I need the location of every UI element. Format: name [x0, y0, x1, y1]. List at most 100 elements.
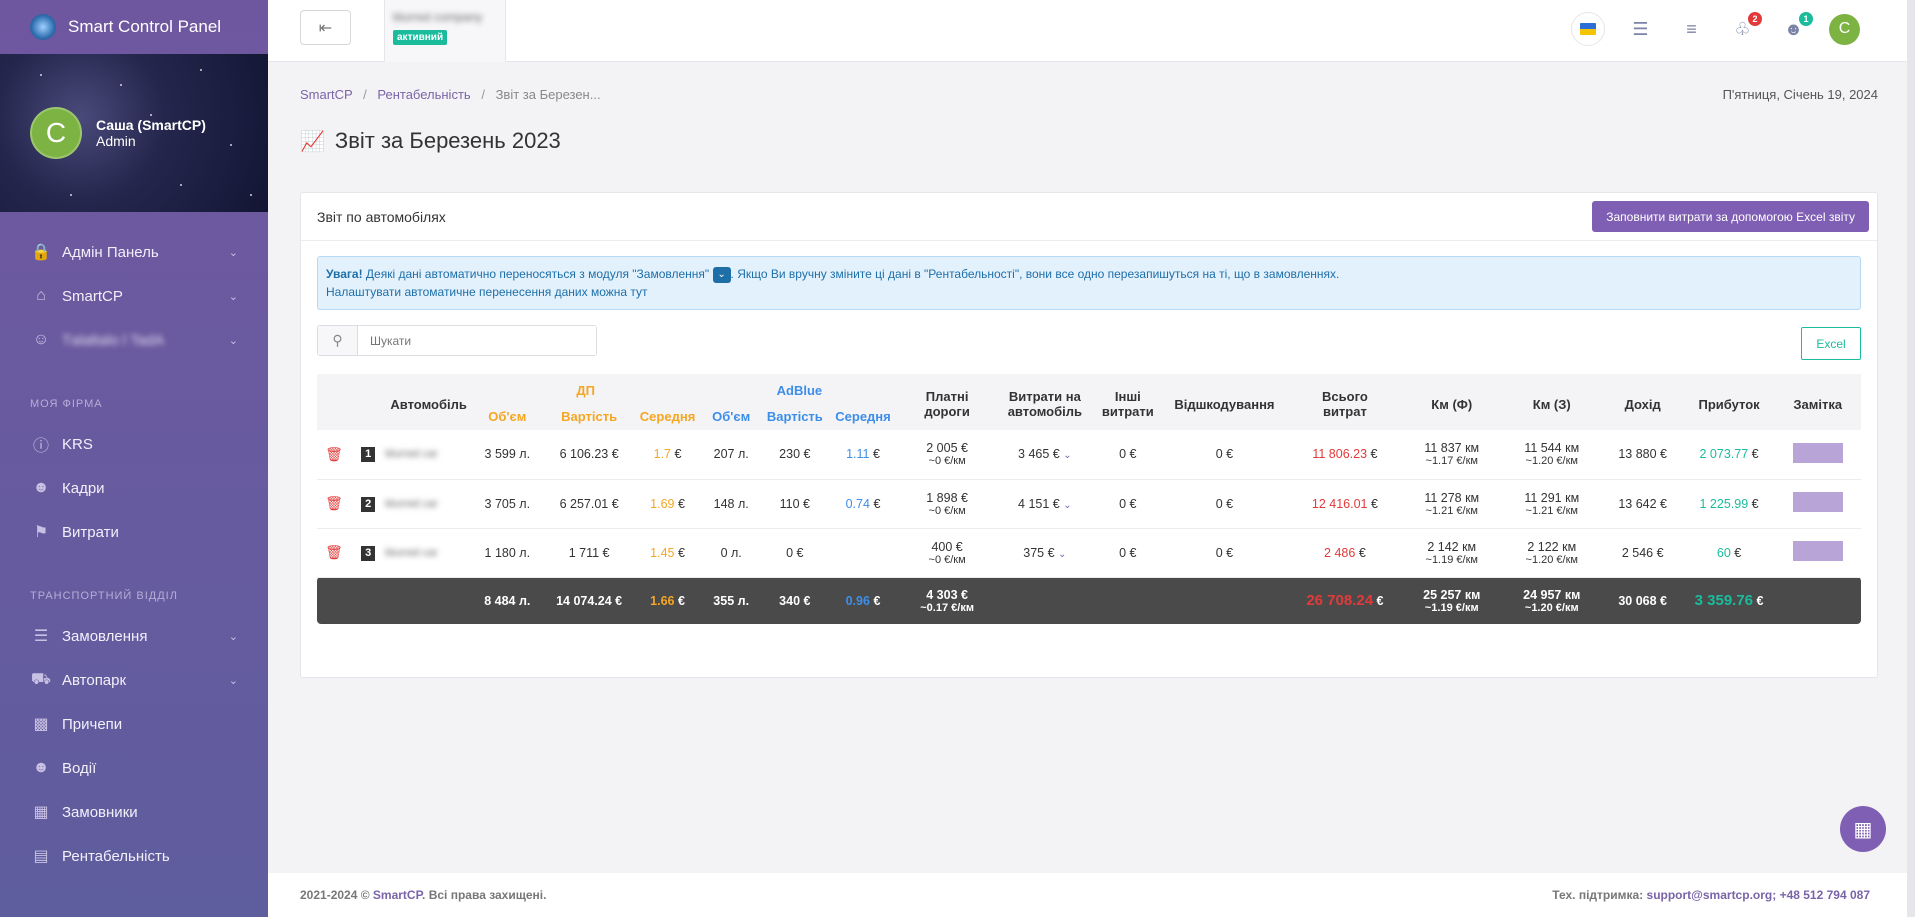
row-number: 3 — [361, 545, 376, 561]
sidebar-item-profitability[interactable]: ▤ Рентабельність — [0, 834, 268, 878]
sidebar-item-expenses[interactable]: ⚑ Витрати — [0, 510, 268, 554]
adblue-volume[interactable]: 148 л. — [699, 479, 763, 529]
dp-cost[interactable]: 6 106.23 € — [542, 430, 636, 480]
trash-icon[interactable]: 🗑 — [325, 445, 343, 462]
km-fact: 2 142 км ~1.19 €/км — [1401, 528, 1502, 578]
sidebar-item-drivers[interactable]: ☻ Водії — [0, 746, 268, 790]
sidebar-item-krs[interactable]: ⓘ KRS — [0, 422, 268, 466]
col-dp-avg[interactable]: Середня — [635, 402, 700, 430]
toll-cell[interactable]: 400 € ~0 €/км — [899, 528, 995, 578]
other-expenses[interactable]: 0 € — [1094, 528, 1161, 578]
col-adblue-volume[interactable]: Об'єм — [699, 402, 763, 430]
col-income[interactable]: Дохід — [1601, 374, 1684, 430]
profit: 1 225.99 € — [1683, 479, 1775, 529]
sidebar-item-blurred[interactable]: ☺ Tаlаltаlo l TadA ⌄ — [0, 318, 268, 362]
support-phone-link[interactable]: ; +48 512 794 087 — [1772, 888, 1870, 902]
alert-settings-link[interactable]: Налаштувати автоматичне перенесення дани… — [326, 285, 648, 299]
profile-panel: С Саша (SmartCP) Admin — [0, 54, 268, 212]
dp-cost[interactable]: 1 711 € — [542, 528, 636, 578]
sliders-icon[interactable]: ☰ — [1632, 18, 1649, 39]
col-dp-volume[interactable]: Об'єм — [472, 402, 543, 430]
trash-icon[interactable]: 🗑 — [325, 544, 343, 560]
chart-icon: ▤ — [33, 848, 49, 865]
sidebar-item-label: Водії — [62, 759, 97, 777]
sidebar-item-staff[interactable]: ☻ Кадри — [0, 466, 268, 510]
km-fact: 11 278 км ~1.21 €/км — [1401, 479, 1502, 529]
trash-icon[interactable]: 🗑 — [325, 495, 343, 511]
language-flag-icon[interactable] — [1571, 12, 1605, 46]
refund[interactable]: 0 € — [1160, 528, 1289, 578]
car-name[interactable]: blurred car — [385, 497, 438, 510]
adblue-cost[interactable]: 230 € — [763, 430, 827, 480]
scrollbar[interactable] — [1907, 0, 1915, 917]
other-expenses[interactable]: 0 € — [1094, 430, 1161, 480]
sidebar-section-transport: ТРАНСПОРТНИЙ ВІДДІЛ — [30, 590, 178, 602]
fill-from-excel-button[interactable]: Заповнити витрати за допомогою Excel зві… — [1592, 201, 1869, 232]
car-expenses-cell[interactable]: 375 € ⌄ — [994, 528, 1095, 578]
breadcrumb-parent[interactable]: Рентабельність — [377, 87, 471, 102]
dp-cost[interactable]: 6 257.01 € — [542, 479, 636, 529]
dp-volume[interactable]: 3 705 л. — [472, 479, 543, 529]
other-expenses[interactable]: 0 € — [1094, 479, 1161, 529]
km-fact: 11 837 км ~1.17 €/км — [1401, 430, 1502, 480]
chevron-down-icon[interactable]: ⌄ — [712, 266, 731, 283]
apps-grid-button[interactable]: ▦ — [1840, 806, 1886, 852]
avatar[interactable]: С — [30, 107, 82, 159]
toll-cell[interactable]: 1 898 € ~0 €/км — [899, 479, 995, 529]
sidebar-item-customers[interactable]: ▦ Замовники — [0, 790, 268, 834]
col-profit[interactable]: Прибуток — [1683, 374, 1775, 430]
company-selector[interactable]: blurred company активний — [384, 0, 506, 62]
col-other[interactable]: Інші витрати — [1094, 374, 1161, 430]
chevron-down-icon: ⌄ — [1063, 450, 1072, 462]
users-icon[interactable]: ☻ 1 — [1778, 11, 1813, 45]
breadcrumb-home[interactable]: SmartCP — [300, 87, 353, 102]
collapse-sidebar-button[interactable]: ⇤ — [300, 10, 351, 45]
sidebar-item-trailers[interactable]: ▩ Причепи — [0, 702, 268, 746]
car-name[interactable]: blurred car — [385, 546, 438, 559]
export-excel-button[interactable]: Excel — [1801, 327, 1861, 360]
note-button[interactable] — [1792, 442, 1843, 463]
adblue-cost[interactable]: 0 € — [763, 528, 827, 578]
sidebar-item-smartcp[interactable]: ⌂ SmartCP ⌄ — [0, 274, 268, 318]
adblue-volume[interactable]: 0 л. — [699, 528, 763, 578]
avatar[interactable]: С — [1829, 13, 1860, 45]
note-button[interactable] — [1792, 541, 1843, 561]
dp-volume[interactable]: 3 599 л. — [472, 430, 543, 480]
col-car-expenses[interactable]: Витрати на автомобіль — [994, 374, 1095, 430]
col-kmf[interactable]: Км (Ф) — [1401, 374, 1502, 430]
car-name[interactable]: blurred car — [385, 448, 438, 461]
refund[interactable]: 0 € — [1160, 430, 1289, 480]
col-adblue-cost[interactable]: Вартість — [763, 402, 827, 430]
bell-icon[interactable]: ♧ 2 — [1727, 11, 1762, 45]
menu-icon[interactable]: ≡ — [1686, 18, 1697, 39]
col-dp-cost[interactable]: Вартість — [542, 402, 636, 430]
sidebar-item-admin[interactable]: 🔒 Адмін Панель ⌄ — [0, 230, 268, 274]
col-refund[interactable]: Відшкодування — [1160, 374, 1289, 430]
total-expenses: 2 486 € — [1288, 528, 1402, 578]
search-input[interactable] — [358, 326, 596, 355]
col-kmz[interactable]: Км (З) — [1501, 374, 1602, 430]
support-email-link[interactable]: support@smartcp.org — [1646, 888, 1773, 902]
note-button[interactable] — [1792, 492, 1843, 512]
col-note[interactable]: Замітка — [1774, 374, 1861, 430]
col-car[interactable]: Автомобіль — [385, 374, 473, 430]
footer-brand-link[interactable]: SmartCP — [372, 888, 423, 902]
col-toll[interactable]: Платні дороги — [899, 374, 995, 430]
col-adblue-avg[interactable]: Середня — [826, 402, 900, 430]
dp-volume[interactable]: 1 180 л. — [472, 528, 543, 578]
col-total[interactable]: Всього витрат — [1288, 374, 1402, 430]
sidebar-item-label: Замовники — [62, 803, 138, 821]
dp-avg: 1.69 € — [635, 479, 700, 529]
adblue-volume[interactable]: 207 л. — [699, 430, 763, 480]
sidebar-item-label: Адмін Панель — [62, 243, 159, 261]
adblue-cost[interactable]: 110 € — [763, 479, 827, 529]
sidebar-item-orders[interactable]: ☰ Замовлення ⌄ — [0, 614, 268, 658]
sidebar-item-label: Замовлення — [62, 627, 148, 645]
sidebar-item-fleet[interactable]: ⛟ Автопарк ⌄ — [0, 658, 268, 702]
car-expenses-cell[interactable]: 3 465 € ⌄ — [994, 430, 1095, 480]
refund[interactable]: 0 € — [1160, 479, 1289, 529]
col-group-adblue: AdBlue — [699, 374, 900, 402]
toll-cell[interactable]: 2 005 € ~0 €/км — [899, 430, 995, 480]
brand[interactable]: Smart Control Panel — [0, 0, 268, 54]
car-expenses-cell[interactable]: 4 151 € ⌄ — [994, 479, 1095, 529]
